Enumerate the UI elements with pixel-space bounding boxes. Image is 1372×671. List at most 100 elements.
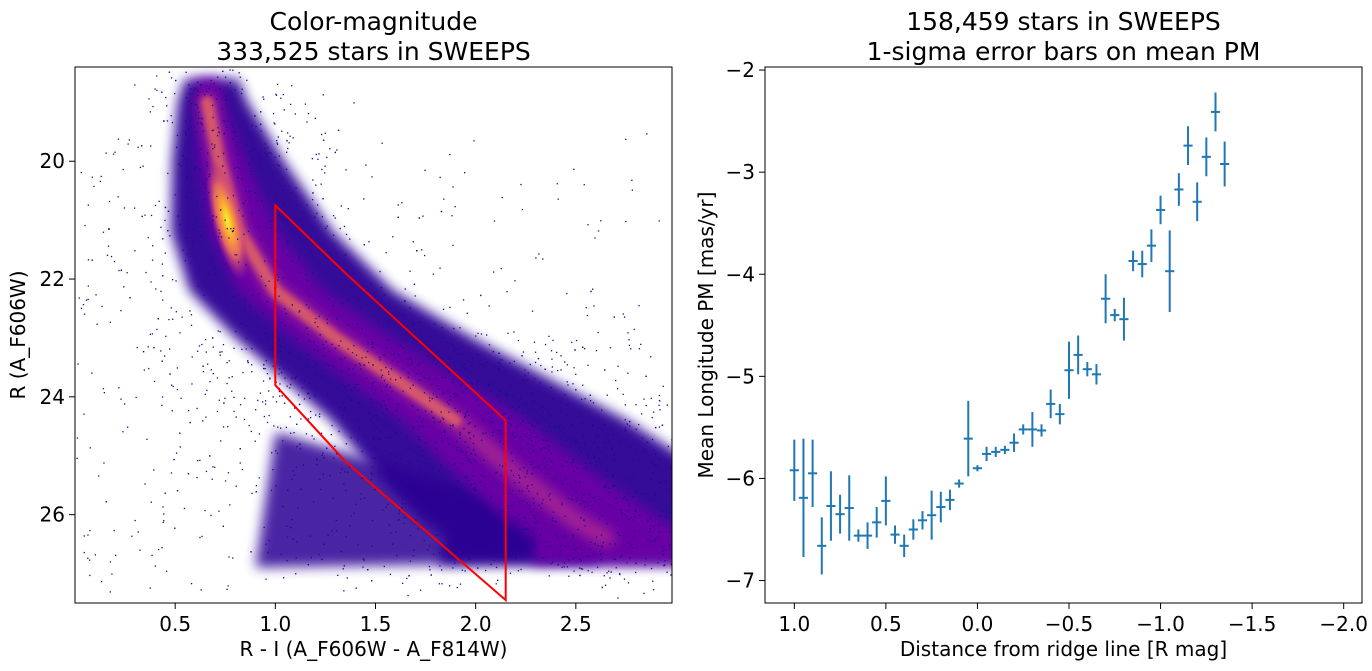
star-point [486, 334, 488, 336]
star-point [232, 557, 234, 559]
right-y-axis: −2−3−4−5−6−7 [726, 58, 765, 593]
star-point [397, 204, 399, 206]
star-point [212, 148, 214, 150]
star-point [365, 164, 367, 166]
star-point [459, 410, 461, 412]
star-point [120, 398, 122, 400]
star-point [321, 558, 323, 560]
star-point [184, 260, 187, 262]
star-point [245, 143, 248, 145]
star-point [658, 394, 660, 397]
star-point [208, 175, 210, 178]
star-point [523, 528, 526, 530]
star-point [468, 414, 470, 416]
star-point [651, 438, 654, 441]
star-point [171, 410, 173, 412]
star-point [141, 145, 143, 147]
star-point [573, 570, 575, 572]
star-point [463, 428, 465, 430]
star-point [550, 414, 552, 416]
star-point [459, 507, 461, 509]
star-point [601, 451, 603, 454]
star-point [624, 513, 626, 516]
star-point [350, 285, 353, 287]
star-point [595, 460, 597, 462]
star-point [242, 202, 244, 204]
x-tick-label: 0.5 [870, 612, 902, 636]
star-point [417, 502, 419, 504]
star-point [437, 510, 439, 512]
star-point [477, 513, 479, 516]
star-point [417, 436, 419, 438]
star-point [631, 458, 633, 460]
star-point [264, 333, 266, 335]
star-point [350, 515, 352, 517]
star-point [621, 481, 623, 483]
star-point [655, 426, 657, 429]
star-point [662, 385, 664, 387]
star-point [664, 480, 666, 482]
star-point [439, 176, 441, 179]
star-point [535, 257, 537, 259]
star-point [201, 535, 203, 538]
left-y-axis-label: R (A_F606W) [6, 271, 30, 400]
star-point [490, 563, 492, 565]
star-point [215, 89, 217, 91]
star-point [502, 510, 504, 512]
star-point [87, 285, 89, 287]
star-point [512, 474, 515, 477]
star-point [279, 383, 281, 385]
star-point [512, 395, 515, 397]
star-point [203, 218, 205, 220]
star-point [580, 451, 582, 453]
star-point [347, 368, 350, 370]
star-point [126, 272, 128, 274]
star-point [98, 475, 100, 477]
star-point [515, 517, 517, 519]
errorbar-point [826, 471, 836, 541]
star-point [456, 446, 459, 448]
star-point [189, 119, 192, 121]
star-point [511, 505, 513, 507]
errorbar-point [1119, 297, 1129, 341]
star-point [289, 416, 291, 418]
star-point [667, 445, 670, 448]
star-point [442, 308, 445, 310]
star-point [317, 326, 319, 328]
star-point [325, 363, 327, 365]
star-point [649, 528, 651, 530]
star-point [196, 94, 199, 97]
star-point [198, 111, 200, 113]
star-point [229, 82, 231, 84]
star-point [417, 528, 419, 530]
star-point [660, 458, 662, 461]
star-point [582, 501, 585, 503]
star-point [604, 455, 607, 458]
star-point [465, 367, 467, 369]
star-point [185, 120, 187, 122]
star-point [370, 283, 372, 285]
star-point [395, 455, 398, 457]
star-point [353, 344, 355, 347]
star-point [201, 117, 203, 120]
star-point [260, 130, 262, 132]
star-point [405, 468, 407, 471]
star-point [646, 133, 648, 135]
star-point [238, 261, 240, 263]
star-point [187, 410, 190, 412]
star-point [408, 575, 410, 577]
star-point [307, 564, 309, 566]
errorbar-point [954, 479, 964, 488]
star-point [498, 352, 500, 354]
star-point [327, 534, 329, 536]
star-point [547, 412, 549, 414]
star-point [230, 228, 232, 230]
star-point [224, 397, 226, 399]
star-point [641, 413, 643, 415]
star-point [635, 562, 637, 564]
star-point [342, 568, 344, 570]
star-point [161, 263, 163, 265]
star-point [233, 131, 235, 133]
star-point [288, 368, 290, 370]
star-point [539, 382, 541, 384]
